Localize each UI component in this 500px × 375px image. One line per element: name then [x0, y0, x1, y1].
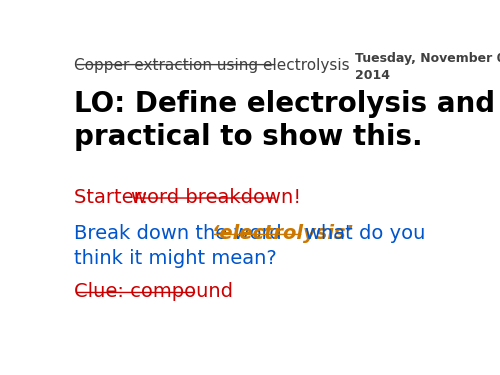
Text: LO: Define electrolysis and carry out a
practical to show this.: LO: Define electrolysis and carry out a … [74, 90, 500, 151]
Text: Tuesday, November 04,
2014: Tuesday, November 04, 2014 [355, 52, 500, 82]
Text: word breakdown!: word breakdown! [132, 188, 302, 207]
Text: ‘electrolysis’: ‘electrolysis’ [212, 224, 360, 243]
Text: think it might mean?: think it might mean? [74, 249, 277, 268]
Text: Break down the word: Break down the word [74, 224, 288, 243]
Text: Clue: compound: Clue: compound [74, 282, 233, 302]
Text: what do you: what do you [305, 224, 426, 243]
Text: Starter:: Starter: [74, 188, 154, 207]
Text: Copper extraction using electrolysis: Copper extraction using electrolysis [74, 58, 350, 73]
